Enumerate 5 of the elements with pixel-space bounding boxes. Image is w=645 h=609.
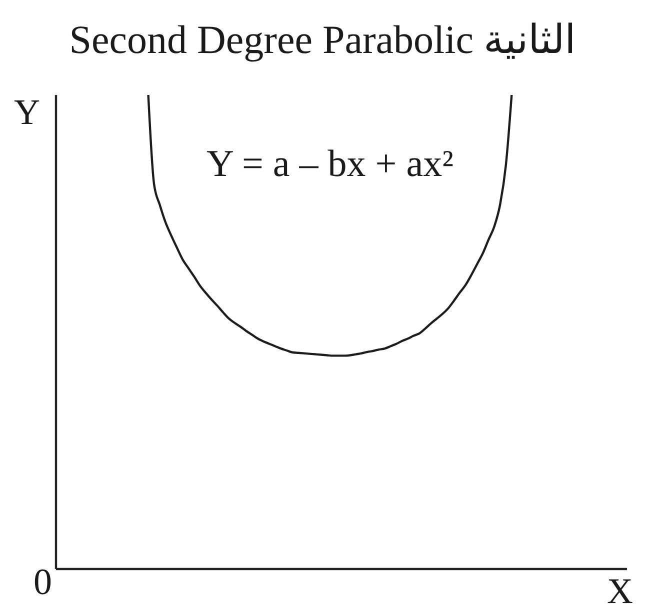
chart-title: Second Degree Parabolic الثانية xyxy=(68,17,577,62)
x-axis-title: X xyxy=(607,571,633,609)
annotation: Y = a – bx + ax² xyxy=(205,143,454,185)
text: 0 xyxy=(34,562,52,603)
y-axis-title: Y xyxy=(14,92,40,132)
